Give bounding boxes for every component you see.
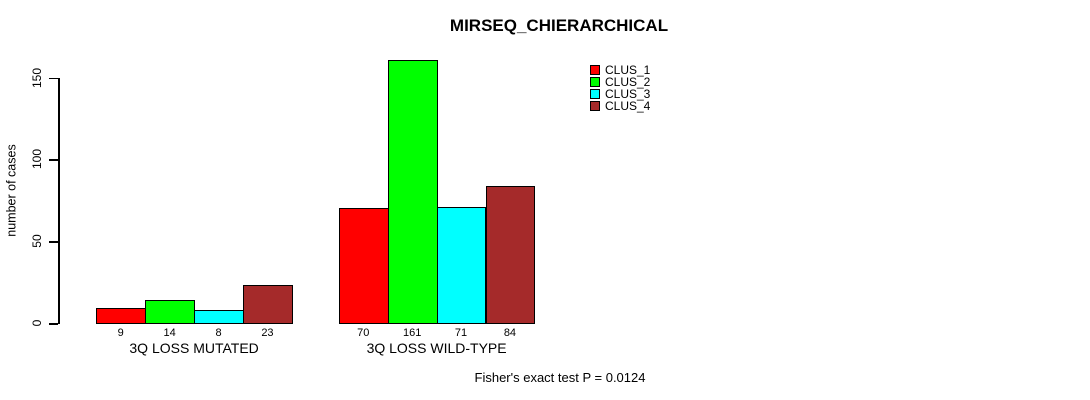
bar-value-label: 8 xyxy=(215,327,222,339)
legend-label: CLUS_4 xyxy=(605,98,651,113)
bar-value-label: 70 xyxy=(357,327,370,339)
chart-title: MIRSEQ_CHIERARCHICAL xyxy=(449,16,669,35)
y-axis-tick-label: 50 xyxy=(30,234,44,248)
legend-swatch-clus_2 xyxy=(590,76,600,87)
category-label: 3Q LOSS MUTATED xyxy=(129,340,259,356)
fisher-test-annotation: Fisher's exact test P = 0.0124 xyxy=(474,370,646,385)
bar-clus_3-1 xyxy=(194,309,244,324)
legend-label: CLUS_3 xyxy=(605,86,651,101)
y-axis-tick xyxy=(49,241,58,243)
legend-swatch-clus_3 xyxy=(590,88,600,99)
bar-clus_3-2 xyxy=(436,206,487,324)
bar-value-label: 84 xyxy=(503,327,517,339)
bar-value-label: 71 xyxy=(454,327,468,339)
category-label: 3Q LOSS WILD-TYPE xyxy=(366,340,507,356)
y-axis-tick-label: 0 xyxy=(30,319,44,327)
bar-clus_4-2 xyxy=(485,185,536,324)
bar-clus_4-1 xyxy=(243,285,293,324)
y-axis-tick xyxy=(49,323,58,325)
legend-label: CLUS_2 xyxy=(605,74,651,89)
y-axis-line xyxy=(58,77,60,324)
legend-swatch-clus_4 xyxy=(590,100,600,111)
legend-label: CLUS_1 xyxy=(605,62,651,77)
bar-value-label: 161 xyxy=(402,327,422,339)
bar-clus_1-1 xyxy=(96,308,147,324)
legend-swatch-clus_1 xyxy=(590,64,600,75)
y-axis-tick-label: 150 xyxy=(30,67,44,88)
y-axis-title: number of cases xyxy=(4,144,19,237)
y-axis-tick xyxy=(49,77,58,80)
bar-value-label: 23 xyxy=(261,327,274,339)
bar-clus_1-2 xyxy=(338,208,389,324)
bar-clus_2-1 xyxy=(145,300,196,324)
y-axis-tick-label: 100 xyxy=(30,149,44,170)
bar-value-label: 9 xyxy=(117,327,124,339)
bar-clus_2-2 xyxy=(387,59,438,324)
bar-value-label: 14 xyxy=(163,327,176,339)
y-axis-tick xyxy=(49,159,58,161)
